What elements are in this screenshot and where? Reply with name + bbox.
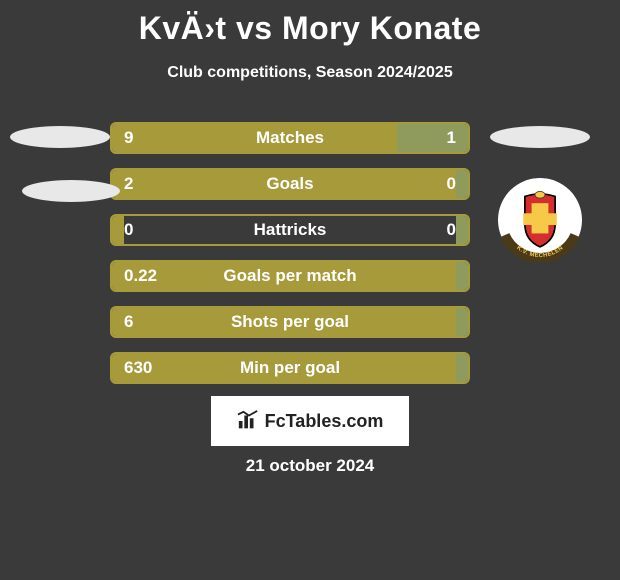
stat-left-value: 9 — [112, 124, 397, 152]
fctables-watermark: FcTables.com — [211, 396, 409, 446]
stat-row: 6Shots per goal — [110, 306, 470, 338]
bar-chart-icon — [237, 410, 259, 432]
stat-left-value: 2 — [112, 170, 461, 198]
placeholder-ellipse — [490, 126, 590, 148]
fctables-label: FcTables.com — [265, 411, 384, 432]
stat-left-value: 630 — [112, 354, 461, 382]
stat-right-value — [456, 308, 468, 336]
stat-right-value: 0 — [456, 216, 468, 244]
page-subtitle: Club competitions, Season 2024/2025 — [0, 64, 620, 82]
stat-left-value: 6 — [112, 308, 461, 336]
stat-row: 0.22Goals per match — [110, 260, 470, 292]
stat-row: 0 0Hattricks — [110, 214, 470, 246]
club-badge: K.V. MECHELEN — [498, 178, 582, 262]
stat-row: 91Matches — [110, 122, 470, 154]
page-title: KvÄ›t vs Mory Konate — [0, 10, 620, 47]
stat-right-value: 0 — [456, 170, 468, 198]
stat-right-value: 1 — [397, 124, 468, 152]
stat-right-value — [456, 354, 468, 382]
stat-left-value: 0 — [112, 216, 124, 244]
stat-row: 20Goals — [110, 168, 470, 200]
placeholder-ellipse — [22, 180, 120, 202]
stat-left-value: 0.22 — [112, 262, 461, 290]
stat-right-value — [456, 262, 468, 290]
placeholder-ellipse — [10, 126, 110, 148]
stat-label: Hattricks — [112, 220, 468, 240]
stat-row: 630Min per goal — [110, 352, 470, 384]
comparison-canvas: KvÄ›t vs Mory Konate Club competitions, … — [0, 0, 620, 580]
date-line: 21 october 2024 — [0, 456, 620, 476]
club-badge-icon: K.V. MECHELEN — [498, 178, 582, 262]
